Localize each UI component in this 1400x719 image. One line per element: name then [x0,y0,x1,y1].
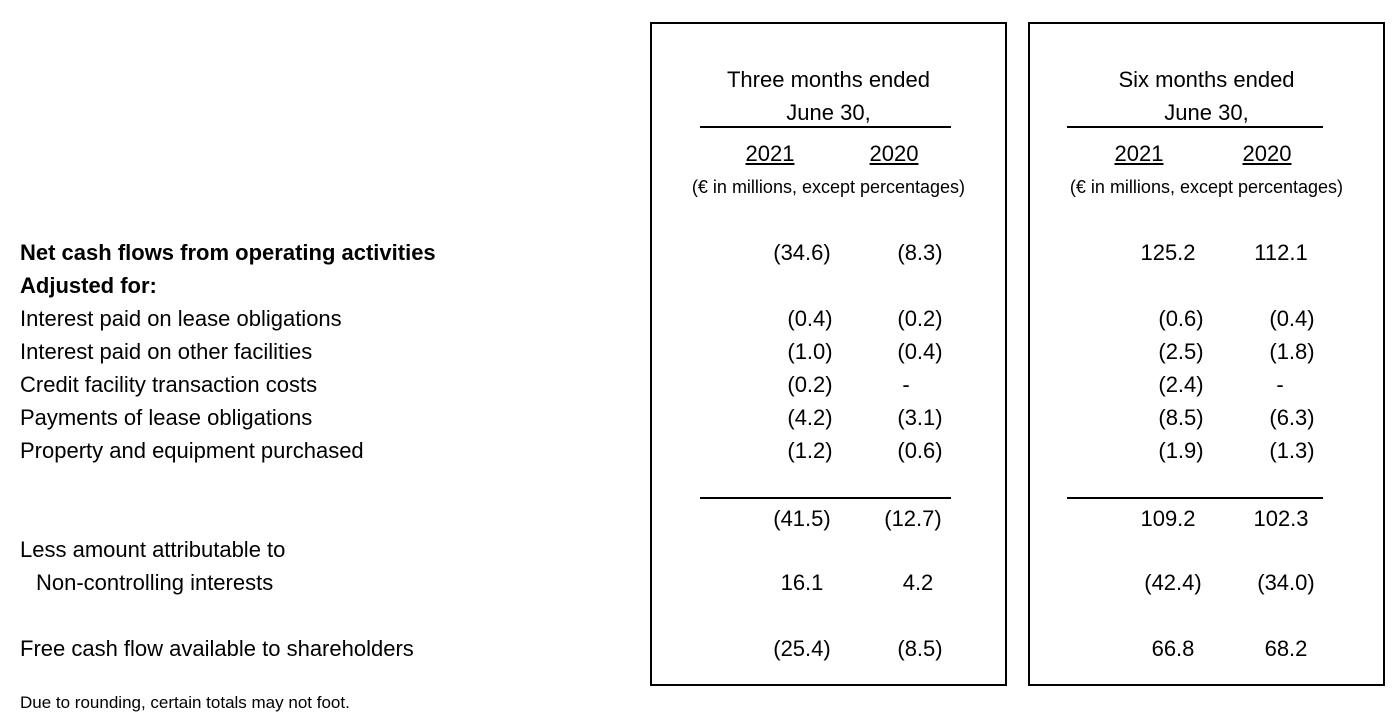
cell-q20: (0.2) [897,306,943,331]
fcf-h20: 68.2 [1264,636,1308,661]
cell-h21: 125.2 [1140,240,1196,265]
subtotal-q20: (12.7) [884,506,942,531]
three-months-box [650,22,1007,686]
fcf-h21: 66.8 [1151,636,1195,661]
row-label-free-cash-flow: Free cash flow available to shareholders [20,636,414,661]
nci-h21: (42.4) [1144,570,1202,595]
row-label-property-equipment: Property and equipment purchased [20,438,364,463]
cell-h21: (2.4) [1158,372,1204,397]
three-months-header-rule [700,126,951,128]
nci-q21: 16.1 [780,570,824,595]
cell-q20: (3.1) [897,405,943,430]
cell-q20: (0.4) [897,339,943,364]
six-months-year-2020: 2020 [1242,141,1292,166]
fcf-q20: (8.5) [897,636,943,661]
six-months-box [1028,22,1385,686]
cell-q21: (34.6) [773,240,831,265]
cell-q21: (1.2) [787,438,833,463]
cell-h21: (2.5) [1158,339,1204,364]
row-label-nci: Non-controlling interests [36,570,274,595]
cell-q21: (4.2) [787,405,833,430]
cell-q20: (0.6) [897,438,943,463]
cell-h20: 112.1 [1254,240,1308,265]
subtotal-q21: (41.5) [773,506,831,531]
row-label-interest-other: Interest paid on other facilities [20,339,313,364]
row-label-adjusted-for: Adjusted for: [20,273,157,298]
six-months-units: (€ in millions, except percentages) [1069,177,1344,197]
cell-h21: (1.9) [1158,438,1204,463]
row-label-less-amount: Less amount attributable to [20,537,286,562]
subtotal-h21: 109.2 [1140,506,1196,531]
nci-h20: (34.0) [1257,570,1315,595]
row-label-net-cash-flows: Net cash flows from operating activities [20,240,436,265]
row-label-credit-facility: Credit facility transaction costs [20,372,318,397]
cell-q20: - [902,372,910,397]
cell-h20: (6.3) [1269,405,1315,430]
three-months-units: (€ in millions, except percentages) [691,177,966,197]
footnote: Due to rounding, certain totals may not … [20,693,350,712]
cell-q21: (0.4) [787,306,833,331]
row-label-lease-payments: Payments of lease obligations [20,405,313,430]
six-months-title-line2: June 30, [1164,100,1249,125]
three-months-title-line1: Three months ended [726,67,931,92]
nci-q20: 4.2 [902,570,934,595]
row-label-interest-lease: Interest paid on lease obligations [20,306,342,331]
three-months-title-line2: June 30, [786,100,871,125]
cell-h20: (0.4) [1269,306,1315,331]
cell-q20: (8.3) [897,240,943,265]
cell-h20: (1.8) [1269,339,1315,364]
subtotal-rule-three-months [700,497,951,499]
cell-q21: (0.2) [787,372,833,397]
three-months-year-2020: 2020 [869,141,919,166]
cell-h21: (8.5) [1158,405,1204,430]
cell-h20: - [1276,372,1284,397]
six-months-header-rule [1067,126,1323,128]
subtotal-rule-six-months [1067,497,1323,499]
fcf-q21: (25.4) [773,636,831,661]
cell-q21: (1.0) [787,339,833,364]
subtotal-h20: 102.3 [1253,506,1309,531]
six-months-year-2021: 2021 [1114,141,1164,166]
cell-h20: (1.3) [1269,438,1315,463]
cell-h21: (0.6) [1158,306,1204,331]
six-months-title-line1: Six months ended [1118,67,1295,92]
three-months-year-2021: 2021 [745,141,795,166]
